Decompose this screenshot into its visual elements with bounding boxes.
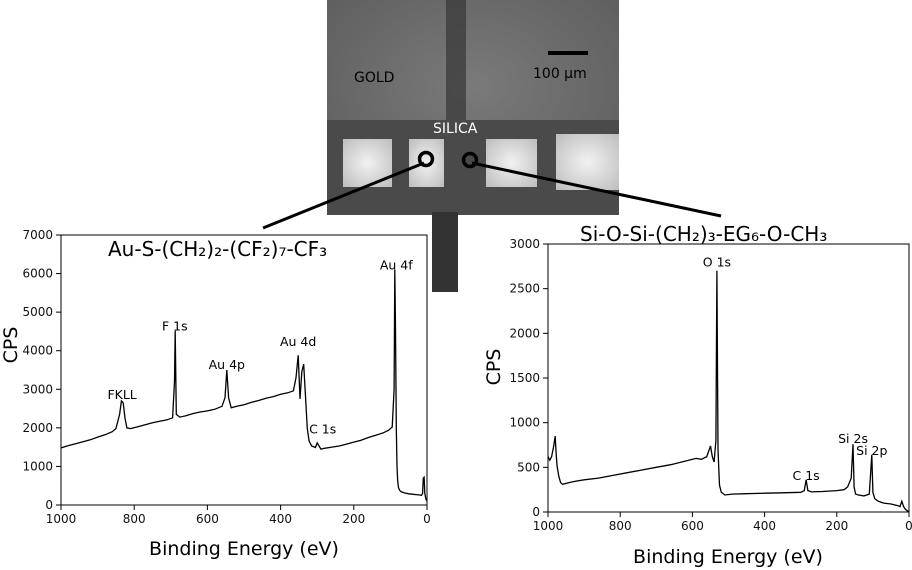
micrograph: 100 µm GOLD SILICA — [327, 0, 619, 292]
micrograph-vertical-stripe — [446, 0, 466, 125]
chart-left-peak-label: Au 4d — [280, 334, 316, 349]
micrograph-pad — [556, 134, 619, 190]
chart-left-ytick-label: 5000 — [22, 305, 53, 319]
chart-left-xtick-label: 200 — [342, 512, 365, 526]
chart-left-plot-frame — [60, 234, 428, 506]
chart-right-peak-label: C 1s — [793, 468, 820, 483]
chart-left-formula: Au-S-(CH₂)₂-(CF₂)₇-CF₃ — [108, 237, 327, 261]
chart-right-xtick-label: 400 — [753, 519, 776, 533]
micrograph-stem — [432, 212, 458, 292]
chart-left-ytick-label: 2000 — [22, 421, 53, 435]
chart-left-peak-label: C 1s — [309, 422, 336, 437]
chart-left-xtick-label: 0 — [423, 512, 431, 526]
chart-right-ylabel: CPS — [483, 349, 505, 386]
analysis-spot-silica — [461, 151, 479, 169]
chart-right-ytick-label: 0 — [532, 505, 540, 519]
chart-right-peak-label: Si 2p — [856, 443, 887, 458]
micrograph-pad — [409, 139, 444, 187]
connector-line-left — [262, 161, 425, 230]
chart-right-xtick-label: 1000 — [533, 519, 564, 533]
connector-line-right — [471, 161, 722, 218]
scale-bar-label: 100 µm — [533, 66, 587, 82]
analysis-spot-gold — [417, 150, 435, 168]
chart-left-ytick-label: 1000 — [22, 459, 53, 473]
chart-right-peak-label: O 1s — [703, 254, 731, 269]
chart-left-peak-label: Au 4f — [380, 258, 413, 273]
chart-right-xtick-label: 800 — [609, 519, 632, 533]
chart-right-xtick-label: 600 — [681, 519, 704, 533]
chart-right-xtick-label: 0 — [905, 519, 912, 533]
chart-right-formula: Si-O-Si-(CH₂)₃-EG₆-O-CH₃ — [580, 222, 827, 246]
chart-right-ytick-label: 500 — [517, 460, 540, 474]
silica-label: SILICA — [433, 121, 478, 137]
chart-right-xtick-label: 200 — [825, 519, 848, 533]
chart-right-ytick-label: 2500 — [509, 282, 540, 296]
chart-left-peak-label: F 1s — [162, 319, 188, 334]
chart-left-xtick-label: 1000 — [46, 512, 77, 526]
chart-left-xtick-label: 400 — [269, 512, 292, 526]
chart-right-ytick-label: 3000 — [509, 237, 540, 251]
chart-left-xtick-label: 600 — [196, 512, 219, 526]
chart-left-ytick-label: 3000 — [22, 382, 53, 396]
chart-left-xlabel: Binding Energy (eV) — [149, 538, 339, 560]
chart-right-series-line — [547, 270, 910, 513]
chart-left-xtick-label: 800 — [123, 512, 146, 526]
chart-right-ytick-label: 1500 — [509, 371, 540, 385]
chart-left-ytick-label: 7000 — [22, 228, 53, 242]
chart-left-ytick-label: 0 — [45, 498, 53, 512]
chart-left-peak-label: Au 4p — [209, 357, 245, 372]
chart-right-ytick-label: 2000 — [509, 326, 540, 340]
gold-label: GOLD — [354, 70, 394, 86]
chart-right-plot-frame — [547, 243, 910, 513]
chart-right-peak-label: Si 2s — [838, 431, 868, 446]
chart-left-series-line — [60, 269, 428, 502]
chart-left-ytick-label: 4000 — [22, 344, 53, 358]
chart-left-ylabel: CPS — [0, 327, 22, 364]
chart-left-ytick-label: 6000 — [22, 267, 53, 281]
chart-right-xlabel: Binding Energy (eV) — [633, 546, 823, 568]
chart-left-peak-label: FKLL — [107, 387, 136, 402]
chart-right-ytick-label: 1000 — [509, 416, 540, 430]
micrograph-pad — [486, 139, 537, 187]
